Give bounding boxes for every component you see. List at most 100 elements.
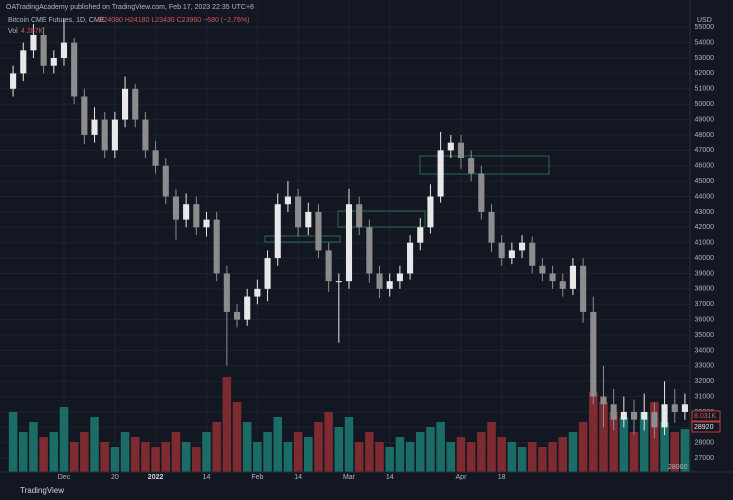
y-tick-label: 36000: [695, 316, 715, 323]
volume-bar: [8, 412, 18, 472]
volume-bar: [517, 447, 527, 472]
y-tick-label: 48000: [695, 132, 715, 139]
candle-body: [376, 273, 383, 289]
x-tick-label: Mar: [343, 474, 356, 481]
volume-bar: [334, 427, 344, 472]
volume-bar: [202, 432, 211, 472]
x-tick-label: 14: [294, 474, 302, 481]
candle-body: [681, 404, 688, 412]
volume-bar: [629, 432, 639, 472]
y-tick-label: 28000: [695, 440, 715, 447]
volume-bar: [568, 432, 578, 472]
candle-body: [651, 411, 658, 428]
grid: [0, 0, 690, 472]
y-tick-label: 41000: [695, 240, 715, 247]
y-tick-label: 32000: [695, 378, 715, 385]
candle-body: [559, 281, 566, 289]
footer-bar: [0, 480, 733, 500]
volume-bar: [527, 442, 537, 472]
y-tick-label: 42000: [695, 224, 715, 231]
volume-bar: [18, 432, 28, 472]
volume-bar: [680, 429, 690, 472]
y-tick-label: 44000: [695, 193, 715, 200]
candle-body: [91, 119, 98, 135]
volume-bar: [344, 417, 354, 472]
volume-bar: [253, 442, 262, 472]
price-marker: 28920: [694, 424, 714, 431]
volume-bar: [609, 412, 618, 472]
y-tick-label: 51000: [695, 86, 715, 93]
y-tick-label: 52000: [695, 70, 715, 77]
volume-bar: [171, 432, 181, 472]
candle-body: [569, 265, 576, 289]
volume-bar: [385, 447, 394, 472]
ohlc: O24080 H24180 L23430 C23960 −680 (−2.76%…: [98, 17, 249, 24]
candle-body: [447, 142, 454, 151]
volume-bar: [232, 402, 242, 472]
candle-body: [50, 58, 57, 66]
volume-bar: [192, 447, 201, 472]
currency: USD: [697, 17, 712, 24]
volume-bar: [293, 432, 303, 472]
candle-body: [40, 34, 47, 66]
volume-bar: [273, 417, 283, 472]
candle-body: [529, 242, 536, 266]
volume-bar: [110, 447, 120, 472]
zone-box: [419, 155, 550, 175]
volume-bar: [181, 442, 191, 472]
candle-body: [71, 42, 78, 97]
volume-bar: [69, 442, 79, 472]
candle-body: [325, 250, 332, 282]
volume-title: Vol: [8, 28, 18, 35]
candle-body: [274, 204, 281, 259]
candle-body: [417, 227, 424, 243]
volume-bar: [660, 422, 669, 472]
candle-body: [244, 296, 251, 320]
volume-bar: [100, 442, 109, 472]
volume-bar: [324, 412, 333, 472]
y-tick-label: 34000: [695, 347, 715, 354]
volume-bar: [222, 377, 232, 472]
candle-body: [661, 404, 668, 428]
y-tick-label: 38000: [695, 286, 715, 293]
volume-bar: [589, 392, 598, 472]
volume-bar: [29, 422, 38, 472]
volume-bar: [548, 442, 557, 472]
volume-bar: [314, 422, 323, 472]
zone-box: [337, 210, 426, 228]
volume-bar: [639, 412, 649, 472]
candle-body: [101, 119, 108, 151]
candle-body: [142, 119, 149, 151]
y-tick-label: 37000: [695, 301, 715, 308]
candle-body: [203, 219, 210, 228]
candle-body: [132, 88, 139, 120]
y-tick-label: 54000: [695, 39, 715, 46]
bottom-marker: 28000: [668, 464, 688, 471]
candle-body: [518, 242, 526, 251]
volume-bar: [415, 432, 425, 472]
candle-body: [162, 165, 169, 197]
volume-bar: [130, 437, 140, 472]
candle-body: [468, 158, 475, 174]
candle-body: [366, 227, 373, 274]
candle-body: [610, 404, 617, 420]
volume-bar: [497, 437, 506, 472]
y-tick-label: 50000: [695, 101, 715, 108]
candle-body: [183, 204, 190, 220]
x-tick-label: Feb: [251, 474, 263, 481]
candle-body: [396, 273, 403, 282]
candle-body: [152, 150, 159, 166]
candle-body: [539, 265, 546, 274]
volume-bar: [49, 432, 59, 472]
candle-body: [213, 219, 220, 274]
candle-body: [30, 34, 37, 51]
y-tick-label: 40000: [695, 255, 715, 262]
zone-box: [264, 235, 341, 243]
footer: TradingView: [20, 486, 64, 495]
marker-box: [691, 410, 721, 422]
candle-body: [254, 288, 261, 297]
candle-body: [488, 211, 495, 243]
candle-body: [630, 411, 638, 420]
symbol: Bitcoin CME Futures, 1D, CME: [8, 17, 105, 24]
